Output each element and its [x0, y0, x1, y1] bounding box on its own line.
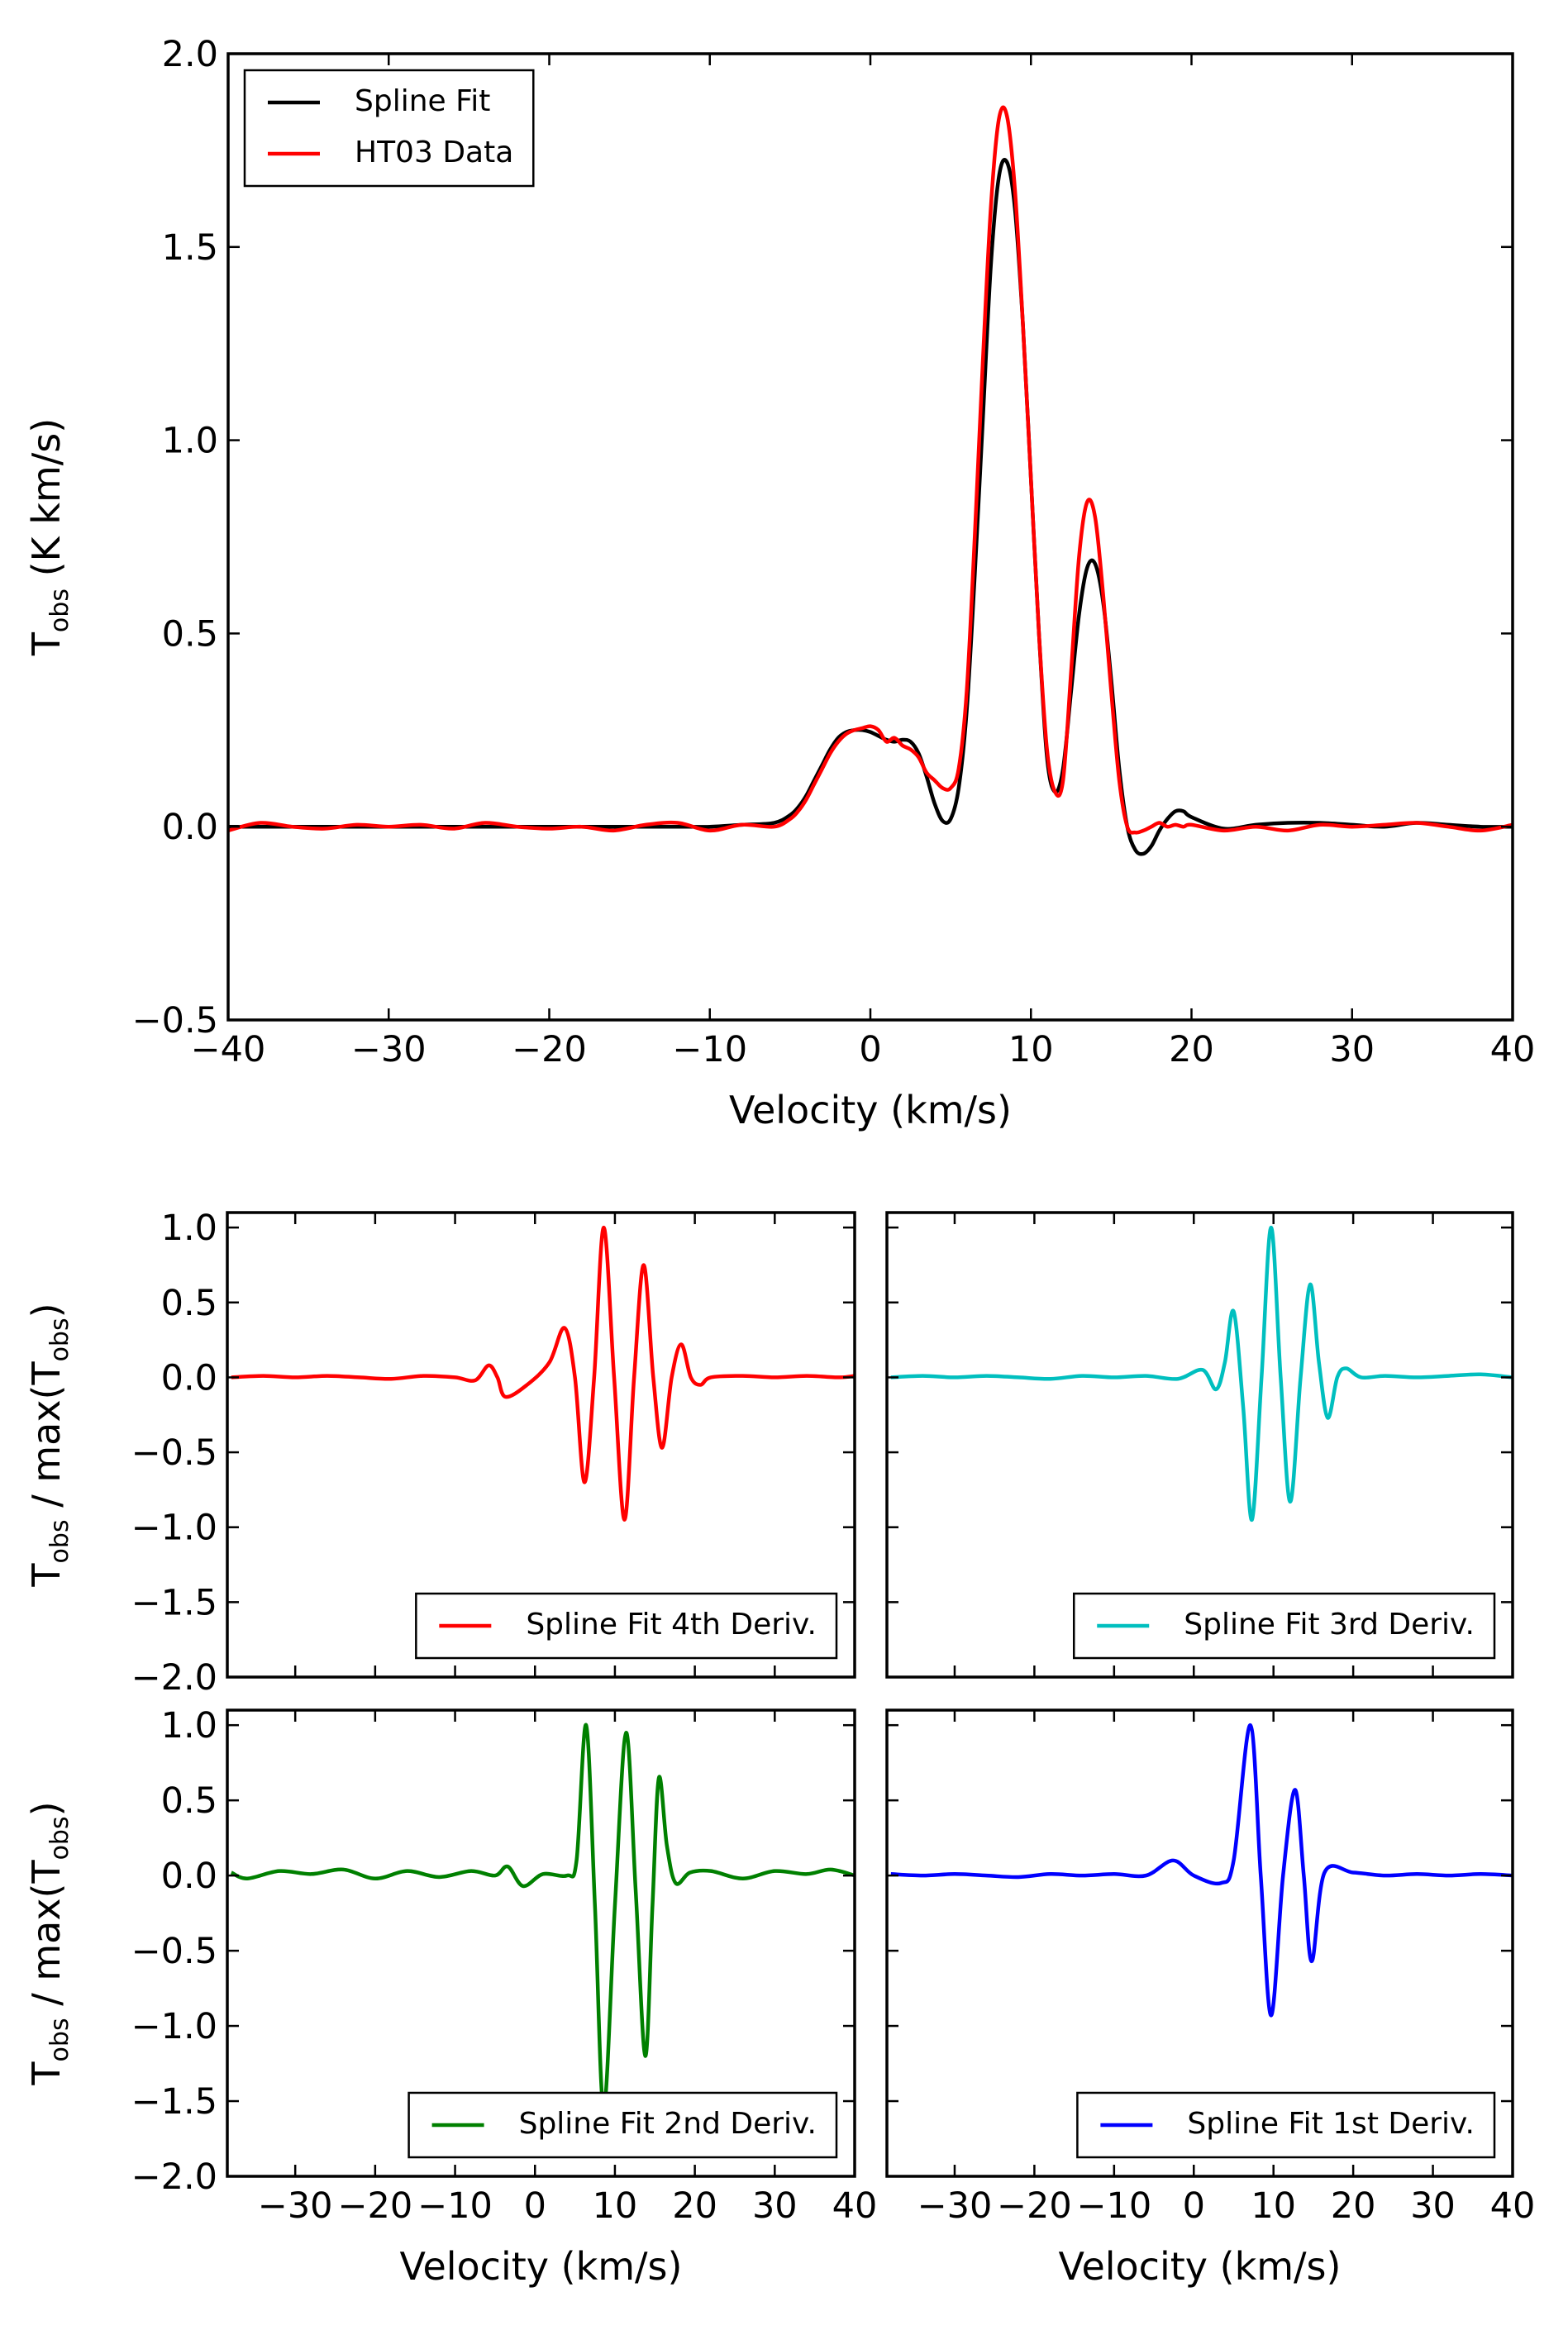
legend-label: Spline Fit 3rd Deriv.: [1184, 1608, 1475, 1642]
legend-label: Spline Fit 1st Deriv.: [1187, 2107, 1475, 2141]
y-tick-label: −2.0: [131, 2156, 217, 2198]
x-tick-label: 30: [1329, 1029, 1375, 1070]
x-tick-label: 0: [859, 1029, 881, 1070]
y-axis-label-part: T: [24, 2061, 69, 2086]
y-tick-label: −2.0: [131, 1657, 217, 1699]
x-tick-label: −10: [672, 1029, 747, 1070]
y-tick-label: 1.0: [162, 421, 218, 462]
legend: Spline Fit 3rd Deriv.: [1072, 1592, 1496, 1660]
y-axis-label-part: obs: [45, 589, 74, 632]
x-axis-label: Velocity (km/s): [1059, 2244, 1342, 2289]
y-tick-label: 1.0: [161, 1705, 217, 1746]
y-tick-label: 0.5: [161, 1283, 217, 1324]
plot-area: [230, 1723, 855, 2111]
x-tick-label: 20: [1331, 2185, 1376, 2227]
x-tick-label: −20: [997, 2185, 1072, 2227]
x-tick-label: −40: [191, 1029, 266, 1070]
y-axis-label: Tobs (K km/s): [24, 418, 74, 656]
x-tick-label: 10: [1251, 2185, 1296, 2227]
y-tick-label: −1.0: [131, 2006, 217, 2047]
x-tick-label: 20: [672, 2185, 717, 2227]
legend-label: HT03 Data: [355, 136, 513, 169]
y-axis-label-part: obs: [45, 1318, 74, 1361]
data-line: [230, 1723, 855, 2111]
data-line: [231, 1225, 855, 1522]
y-tick-label: 2.0: [162, 34, 218, 75]
x-tick-label: 40: [832, 2185, 878, 2227]
y-tick-label: −0.5: [131, 1931, 217, 1972]
plot-area: [890, 1723, 1513, 2018]
axes-frame: [226, 1708, 856, 2178]
legend-label: Spline Fit: [355, 84, 490, 118]
y-tick-label: 0.0: [161, 1856, 217, 1897]
y-axis-label: Tobs / max(Tobs): [24, 1303, 74, 1587]
legend-label: Spline Fit 2nd Deriv.: [519, 2107, 817, 2141]
y-tick-label: 0.5: [162, 613, 218, 655]
x-tick-label: −20: [337, 2185, 412, 2227]
data-line: [890, 1723, 1513, 2018]
x-tick-label: 0: [1183, 2185, 1205, 2227]
y-axis-label-part: T: [24, 631, 69, 656]
x-tick-label: 40: [1490, 1029, 1536, 1070]
x-tick-label: 0: [524, 2185, 546, 2227]
x-tick-label: −30: [917, 2185, 993, 2227]
y-tick-label: −0.5: [131, 1432, 217, 1474]
y-axis-label-part: / max(T: [24, 1361, 69, 1520]
legend-label: Spline Fit 4th Deriv.: [526, 1608, 817, 1642]
axes-frame: [226, 1211, 856, 1679]
legend: Spline Fit HT03 Data: [243, 69, 535, 188]
y-axis-label-part: T: [24, 1563, 69, 1588]
plot-area: [890, 1225, 1513, 1522]
y-axis-label-part: obs: [45, 1816, 74, 1860]
axes-frame: [885, 1211, 1514, 1679]
data-line: [228, 158, 1513, 856]
x-tick-label: 30: [752, 2185, 798, 2227]
x-tick-label: −30: [258, 2185, 333, 2227]
legend-box: [1072, 1592, 1496, 1660]
axes-frame: [226, 52, 1514, 1022]
legend: Spline Fit 4th Deriv.: [415, 1592, 838, 1660]
y-axis-label-part: (K km/s): [24, 418, 69, 589]
x-tick-label: −10: [1076, 2185, 1151, 2227]
y-tick-label: −1.5: [131, 2081, 217, 2123]
x-axis-label: Velocity (km/s): [729, 1088, 1012, 1132]
plot-area: [231, 1225, 855, 1522]
x-tick-label: 10: [1008, 1029, 1054, 1070]
x-tick-label: 30: [1410, 2185, 1456, 2227]
y-axis-label-part: ): [24, 1801, 69, 1816]
x-tick-label: 20: [1169, 1029, 1214, 1070]
x-tick-label: 10: [593, 2185, 638, 2227]
data-line: [890, 1225, 1513, 1522]
x-tick-label: −10: [417, 2185, 493, 2227]
y-tick-label: 1.5: [162, 227, 218, 269]
data-line: [228, 105, 1513, 835]
y-tick-label: 0.5: [161, 1780, 217, 1822]
legend-box: [243, 69, 535, 188]
y-tick-label: −1.0: [131, 1508, 217, 1549]
y-tick-label: 0.0: [161, 1357, 217, 1399]
y-axis-label-part: / max(T: [24, 1860, 69, 2018]
y-axis-label-part: obs: [45, 1519, 74, 1563]
legend: Spline Fit 1st Deriv.: [1076, 2091, 1496, 2159]
x-axis-label: Velocity (km/s): [400, 2244, 683, 2289]
y-tick-label: −0.5: [132, 1000, 218, 1041]
y-axis-label: Tobs / max(Tobs): [24, 1801, 74, 2085]
y-axis-label-part: obs: [45, 2018, 74, 2061]
plot-area: [228, 105, 1513, 856]
y-tick-label: 1.0: [161, 1208, 217, 1249]
legend: Spline Fit 2nd Deriv.: [407, 2091, 838, 2159]
x-tick-label: −20: [512, 1029, 587, 1070]
y-axis-label-part: ): [24, 1303, 69, 1318]
y-tick-label: 0.0: [162, 807, 218, 848]
y-tick-label: −1.5: [131, 1582, 217, 1623]
x-tick-label: 40: [1490, 2185, 1536, 2227]
x-tick-label: −30: [351, 1029, 427, 1070]
axes-frame: [885, 1708, 1514, 2178]
